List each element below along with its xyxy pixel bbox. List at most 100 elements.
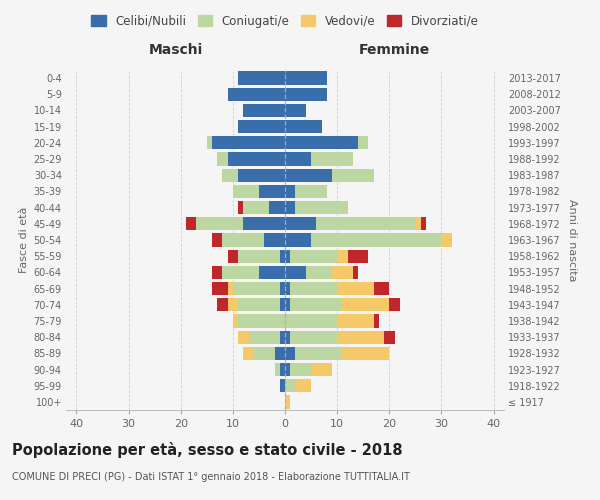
Bar (275, 346, 285, 360)
Bar (337, 250, 347, 263)
Bar (415, 217, 421, 230)
Bar (280, 298, 285, 312)
Bar (285, 201, 295, 214)
Bar (316, 217, 415, 230)
Bar (343, 298, 389, 312)
Y-axis label: Fasce di età: Fasce di età (19, 207, 29, 273)
Bar (223, 266, 259, 279)
Bar (285, 379, 295, 392)
Bar (295, 185, 327, 198)
Bar (306, 266, 332, 279)
Y-axis label: Anni di nascita: Anni di nascita (566, 198, 577, 281)
Bar (285, 217, 316, 230)
Bar (347, 250, 368, 263)
Bar (275, 363, 280, 376)
Bar (290, 298, 343, 312)
Bar (217, 298, 227, 312)
Bar (238, 298, 280, 312)
Bar (264, 234, 285, 246)
Bar (421, 217, 426, 230)
Bar (212, 234, 223, 246)
Bar (285, 168, 332, 182)
Bar (223, 168, 238, 182)
Bar (238, 314, 285, 328)
Bar (285, 363, 290, 376)
Bar (295, 201, 347, 214)
Bar (285, 266, 306, 279)
Bar (227, 152, 285, 166)
Bar (243, 346, 254, 360)
Bar (442, 234, 452, 246)
Bar (238, 250, 280, 263)
Bar (248, 330, 280, 344)
Bar (374, 282, 389, 295)
Bar (358, 136, 368, 149)
Bar (238, 201, 243, 214)
Bar (290, 250, 337, 263)
Bar (238, 72, 285, 85)
Bar (290, 282, 337, 295)
Bar (285, 136, 358, 149)
Bar (389, 298, 400, 312)
Bar (290, 330, 337, 344)
Bar (295, 379, 311, 392)
Bar (285, 88, 327, 101)
Bar (212, 136, 285, 149)
Bar (227, 250, 238, 263)
Bar (337, 314, 374, 328)
Bar (285, 314, 337, 328)
Bar (280, 250, 285, 263)
Bar (223, 234, 264, 246)
Bar (227, 282, 233, 295)
Bar (227, 298, 238, 312)
Bar (290, 363, 311, 376)
Bar (311, 152, 353, 166)
Bar (285, 396, 290, 408)
Bar (337, 282, 374, 295)
Bar (285, 120, 322, 134)
Bar (332, 168, 374, 182)
Bar (243, 201, 269, 214)
Bar (238, 168, 285, 182)
Text: Femmine: Femmine (359, 43, 430, 57)
Bar (311, 363, 332, 376)
Bar (259, 266, 285, 279)
Bar (233, 185, 259, 198)
Text: COMUNE DI PRECI (PG) - Dati ISTAT 1° gennaio 2018 - Elaborazione TUTTITALIA.IT: COMUNE DI PRECI (PG) - Dati ISTAT 1° gen… (12, 472, 410, 482)
Bar (196, 217, 243, 230)
Bar (238, 120, 285, 134)
Bar (254, 346, 275, 360)
Bar (285, 72, 327, 85)
Bar (243, 217, 285, 230)
Bar (285, 185, 295, 198)
Bar (207, 136, 212, 149)
Bar (243, 104, 285, 117)
Bar (233, 314, 238, 328)
Bar (280, 363, 285, 376)
Bar (269, 201, 285, 214)
Bar (311, 234, 442, 246)
Bar (212, 282, 227, 295)
Bar (186, 217, 196, 230)
Bar (227, 88, 285, 101)
Text: Maschi: Maschi (148, 43, 203, 57)
Bar (280, 282, 285, 295)
Bar (280, 330, 285, 344)
Bar (212, 266, 223, 279)
Bar (374, 314, 379, 328)
Bar (285, 104, 306, 117)
Bar (285, 298, 290, 312)
Bar (332, 266, 353, 279)
Bar (285, 346, 295, 360)
Bar (285, 234, 311, 246)
Bar (337, 330, 384, 344)
Bar (353, 266, 358, 279)
Bar (217, 152, 227, 166)
Legend: Celibi/Nubili, Coniugati/e, Vedovi/e, Divorziati/e: Celibi/Nubili, Coniugati/e, Vedovi/e, Di… (91, 14, 479, 28)
Bar (343, 346, 389, 360)
Text: Popolazione per età, sesso e stato civile - 2018: Popolazione per età, sesso e stato civil… (12, 442, 403, 458)
Bar (295, 346, 343, 360)
Bar (285, 330, 290, 344)
Bar (259, 185, 285, 198)
Bar (285, 282, 290, 295)
